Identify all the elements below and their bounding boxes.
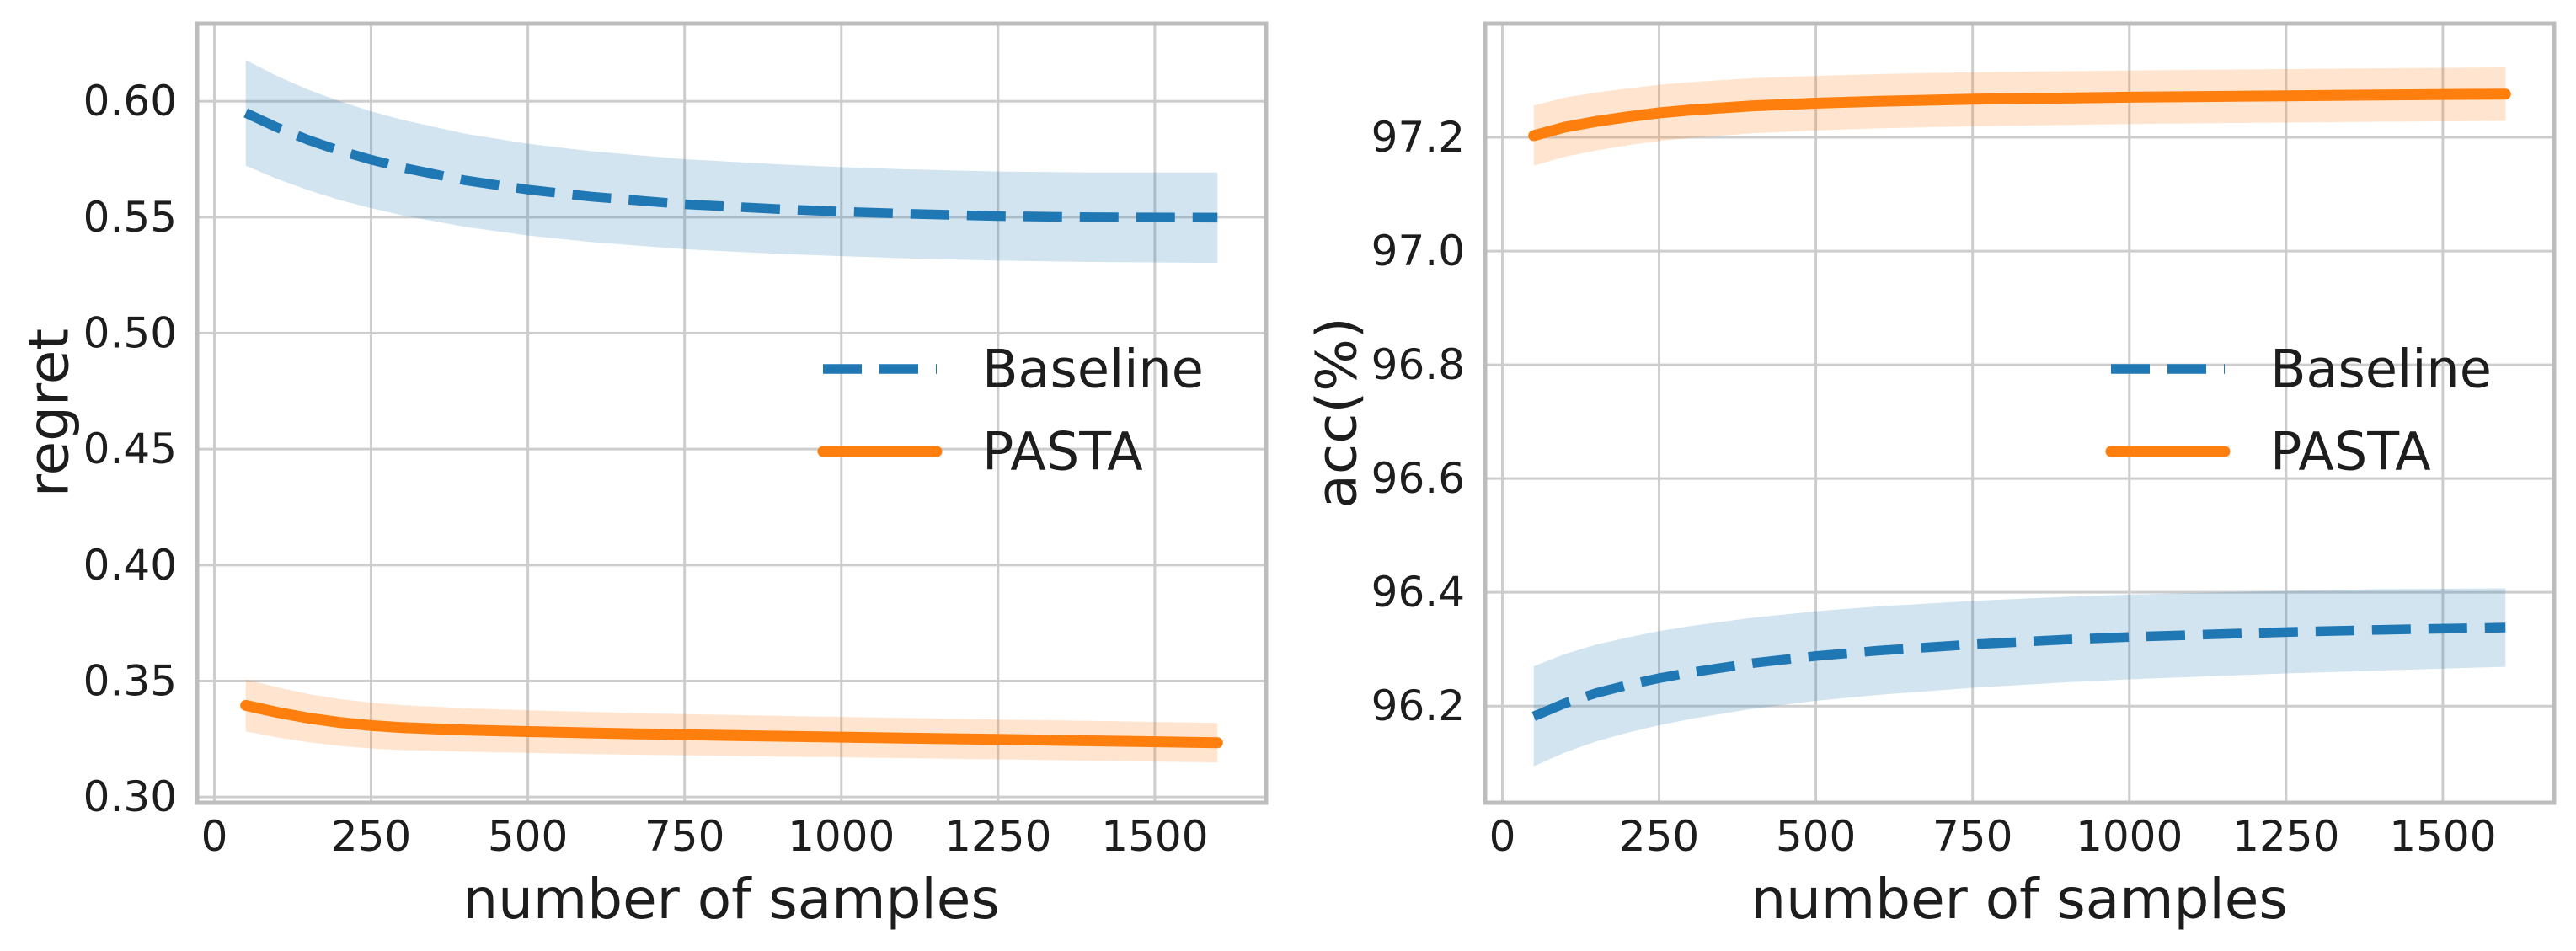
x-tick-label: 750 [644,812,724,861]
x-tick-label: 500 [488,812,568,861]
pasta-confidence-band [245,679,1218,763]
y-tick-label: 0.30 [83,772,177,821]
x-tick-label: 500 [1776,812,1856,861]
y-tick-label: 96.4 [1371,568,1465,617]
plot-border [1483,21,2557,805]
plot-border [195,21,1269,805]
pasta-line [240,699,1223,749]
x-tick-label: 1000 [788,812,895,861]
x-tick-label: 1000 [2076,812,2183,861]
y-tick-label: 96.2 [1371,681,1465,730]
x-tick-label: 0 [201,812,228,861]
legend-baseline-label: Baseline [2270,339,2492,400]
x-tick-label: 1500 [2389,812,2496,861]
y-tick-label: 97.0 [1371,227,1465,275]
legend-pasta-label: PASTA [2270,421,2431,483]
y-tick-label: 0.50 [83,309,177,358]
x-tick-label: 1250 [944,812,1051,861]
pasta-line [1528,88,2511,142]
x-tick-label: 750 [1932,812,2012,861]
y-tick-label: 96.6 [1371,454,1465,503]
chart-regret: 0 250 500 750 1000 1250 1500 0.30 0.35 0.40 0.45 0.… [17,21,1269,932]
y-tick-label: 0.45 [83,425,177,473]
y-tick-label: 0.60 [83,77,177,126]
x-axis-label: number of samples [1750,867,2288,932]
legend-pasta-label: PASTA [982,421,1143,483]
y-tick-label: 0.55 [83,193,177,242]
baseline-line [1531,622,2506,721]
x-axis-label: number of samples [462,867,1000,932]
y-tick-label: 97.2 [1371,113,1465,162]
y-axis-label: acc(%) [1305,317,1370,508]
x-tick-label: 1500 [1101,812,1208,861]
baseline-confidence-band [245,60,1218,264]
x-tick-label: 250 [1619,812,1699,861]
y-tick-label: 0.35 [83,657,177,706]
accuracy-plot-area: 0 250 500 750 1000 1250 1500 96.2 96.4 96.6 96.8 97… [1371,21,2557,861]
legend-baseline-label: Baseline [982,339,1204,400]
y-tick-label: 0.40 [83,541,177,590]
regret-chart-canvas: 0 250 500 750 1000 1250 1500 0.30 0.35 0.40 0.45 0.… [17,21,1269,932]
legend: Baseline PASTA [2105,339,2492,483]
pasta-confidence-band [1533,67,2506,166]
x-tick-label: 0 [1489,812,1516,861]
legend: Baseline PASTA [817,339,1204,483]
accuracy-chart-canvas: 0 250 500 750 1000 1250 1500 96.2 96.4 96.6 96.8 97… [1305,21,2557,932]
baseline-line [243,108,1218,223]
x-tick-label: 250 [331,812,411,861]
chart-accuracy: 0 250 500 750 1000 1250 1500 96.2 96.4 96.6 96.8 97… [1288,0,2576,951]
y-axis-label: regret [17,329,82,497]
regret-plot-area: 0 250 500 750 1000 1250 1500 0.30 0.35 0.40 0.45 0.… [83,21,1269,861]
x-tick-label: 1250 [2232,812,2339,861]
y-tick-label: 96.8 [1371,340,1465,389]
